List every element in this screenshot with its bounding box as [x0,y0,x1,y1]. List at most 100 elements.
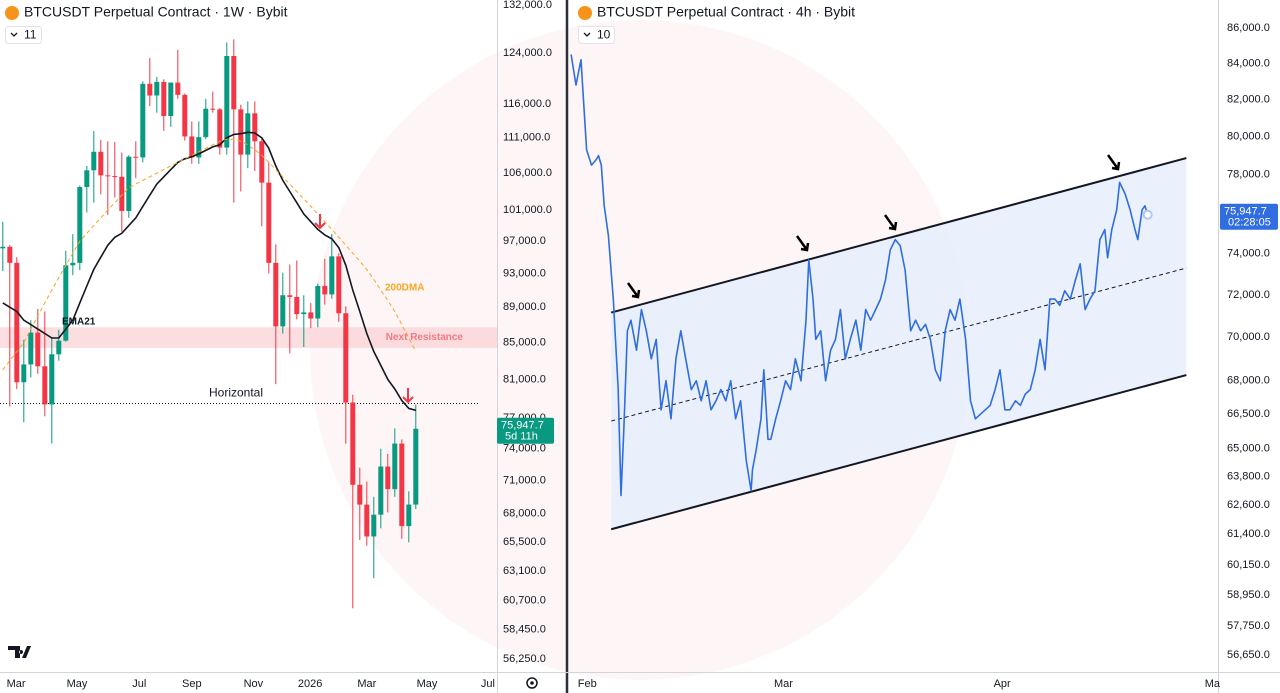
y-tick-label: 57,750.0 [1227,620,1270,632]
candle-body [357,484,363,505]
candle-body [112,176,118,178]
price-tag-countdown: 02:28:05 [1228,217,1271,229]
candle-body [35,332,41,367]
candle-body [21,364,27,383]
y-tick-label: 60,700.0 [503,595,546,607]
x-tick-label: Jul [481,678,495,690]
x-tick-label: Mar [7,678,26,690]
y-tick-label: 82,000.0 [1227,93,1270,105]
y-tick-label: 93,000.0 [503,267,546,279]
red-arrow [402,388,414,404]
candle-body [126,156,132,211]
black-arrow [1106,154,1121,171]
y-tick-label: 132,000.0 [503,0,552,11]
candle-body [385,466,391,490]
candle-body [49,354,55,405]
x-tick-label: Feb [578,678,597,690]
x-tick-label: May [417,678,438,690]
candle-body [322,285,328,295]
coin-icon [5,6,19,20]
y-tick-label: 65,000.0 [1227,442,1270,454]
y-tick-label: 56,250.0 [503,653,546,665]
y-tick-label: 111,000.0 [503,132,550,144]
candle-body [28,332,34,365]
arrows [314,154,1121,404]
indicator-label: 200DMA [385,283,424,294]
channel-mid [611,267,1187,422]
x-tick-label: Sep [182,678,202,690]
candle-body [399,443,405,527]
last-point [1142,209,1153,220]
y-tick-label: 80,000.0 [1227,131,1270,143]
candle-body [196,137,202,158]
candle-body [91,151,97,171]
candle-body [392,443,398,490]
candle-body [0,246,6,249]
price-line [570,54,1149,497]
red-arrow [314,214,326,230]
y-tick-label: 72,000.0 [1227,289,1270,301]
chevron [583,32,591,37]
coin-icon [578,6,592,20]
y-tick-label: 97,000.0 [503,235,546,247]
candle-body [147,83,153,96]
candle-body [294,296,300,315]
candle-body [175,82,181,95]
candle-body [14,262,20,383]
candle-body [315,285,321,319]
y-tick-label: 89,000.0 [503,301,546,313]
y-tick-label: 58,950.0 [1227,589,1270,601]
y-tick-label: 116,000.0 [503,98,551,110]
x-tick-label: Ma [1205,678,1221,690]
plot-area [0,39,497,609]
candle-body [105,175,111,177]
candle-body [413,428,419,505]
candle-body [203,108,209,138]
y-tick-label: 62,600.0 [1227,499,1270,511]
y-tick-label: 101,000.0 [503,204,552,216]
badge[interactable] [5,26,42,44]
candle-body [224,56,230,148]
candle-body [238,109,244,155]
candle-body [378,466,384,515]
price-tag [1220,203,1278,230]
y-tick-label: 124,000.0 [503,47,552,59]
settings-icon[interactable] [526,677,538,689]
x-tick-label: Nov [244,678,264,690]
chevron [10,32,18,37]
candle-body [140,83,146,158]
candle-body [7,246,13,263]
candle-body [371,514,377,537]
y-tick-label: 78,000.0 [1227,169,1270,181]
y-tick-label: 63,800.0 [1227,470,1270,482]
candle-body [364,504,370,537]
candle-body [70,262,76,266]
price-tag [497,417,554,444]
y-tick-label: 61,400.0 [1227,528,1270,540]
x-tick-label: Mar [774,678,793,690]
candle-body [119,176,125,211]
price-tag-value: 75,947.7 [501,420,544,432]
x-tick-label: Jul [132,678,146,690]
y-tick-label: 85,000.0 [503,336,546,348]
price-tag-countdown: 5d 11h [505,431,538,443]
candle-body [245,113,251,155]
badge[interactable] [578,26,615,44]
zone-label: Next Resistance [386,332,464,343]
candle-body [259,141,265,183]
chart-title: BTCUSDT Perpetual Contract · 4h · Bybit [597,4,855,20]
candle-body [301,312,307,315]
candle-body [63,265,69,341]
logo [8,646,31,658]
candle-body [252,113,258,142]
y-tick-label: 81,000.0 [503,373,546,385]
y-tick-label: 68,000.0 [503,507,546,519]
candle-body [210,108,216,110]
y-tick-label: 60,150.0 [1227,559,1270,571]
y-tick-label: 84,000.0 [1227,57,1270,69]
y-tick-label: 106,000.0 [503,167,552,179]
black-arrow [883,214,898,231]
